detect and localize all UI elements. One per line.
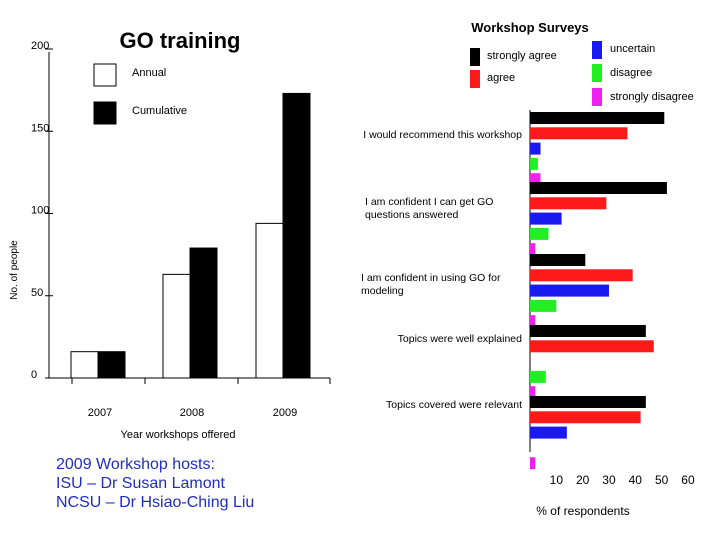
legend-swatch-strongly-disagree [592,88,602,106]
go-training-title: GO training [120,28,241,53]
surveys-x-tick-label-60: 60 [681,473,695,487]
y-tick-label-50: 50 [31,287,43,299]
bar-agree-i-am-confident-i-can-get-go-questions-answered [530,197,607,210]
bar-agree-i-would-recommend-this-workshop [530,127,628,140]
x-tick-label-2008: 2008 [180,407,204,419]
x-tick-label-2007: 2007 [88,407,112,419]
legend-swatch-strongly-agree [470,48,480,66]
bar-strongly-agree-i-would-recommend-this-workshop [530,112,665,124]
bar-strongly-agree-topics-covered-were-relevant [530,396,646,408]
bar-uncertain-i-am-confident-in-using-go-for-modeling [530,284,609,297]
category-label-2-line-2: questions answered [365,209,459,221]
y-tick-label-150: 150 [31,122,49,134]
bar-disagree-topics-were-well-explained [530,370,546,383]
bar-strongly-disagree-topics-were-well-explained [530,386,536,399]
legend-label-disagree: disagree [610,67,652,79]
bar-agree-topics-were-well-explained [530,340,654,353]
category-label-4-line-1: Topics were well explained [398,333,522,345]
bar-strongly-agree-topics-were-well-explained [530,325,646,337]
category-label-5-line-1: Topics covered were relevant [386,399,522,411]
legend-swatch-disagree [592,64,602,82]
surveys-x-tick-label-50: 50 [655,473,669,487]
bar-disagree-i-am-confident-i-can-get-go-questions-answered [530,227,549,240]
bar-disagree-i-would-recommend-this-workshop [530,157,538,170]
workshop-hosts-note: 2009 Workshop hosts: ISU – Dr Susan Lamo… [56,455,356,512]
bar-uncertain-i-am-confident-i-can-get-go-questions-answered [530,212,562,225]
category-label-2-line-1: I am confident I can get GO [365,196,493,208]
category-label-3-line-2: modeling [361,285,404,297]
hosts-line-1: 2009 Workshop hosts: [56,456,215,473]
legend-label-cumulative: Cumulative [132,105,187,117]
surveys-x-tick-label-20: 20 [576,473,590,487]
category-label-3-line-1: I am confident in using GO for [361,272,501,284]
bar-agree-topics-covered-were-relevant [530,411,641,424]
legend-swatch-cumulative [93,101,117,125]
bar-strongly-disagree-i-am-confident-in-using-go-for-modeling [530,315,536,328]
legend-swatch-agree [470,70,480,88]
y-tick-label-100: 100 [31,205,49,217]
legend-label-strongly-disagree: strongly disagree [610,91,694,103]
hosts-line-2: ISU – Dr Susan Lamont [56,475,225,492]
legend-label-strongly-agree: strongly agree [487,50,557,62]
workshop-surveys-title: Workshop Surveys [471,20,589,35]
legend-swatch-annual [93,63,117,87]
bar-annual-2008 [162,273,191,379]
legend-label-annual: Annual [132,67,166,79]
surveys-x-tick-label-40: 40 [629,473,643,487]
y-tick-label-200: 200 [31,40,49,52]
surveys-x-tick-label-30: 30 [602,473,616,487]
bar-strongly-agree-i-am-confident-in-using-go-for-modeling [530,254,586,266]
category-label-1-line-1: I would recommend this workshop [363,129,522,141]
bar-strongly-agree-i-am-confident-i-can-get-go-questions-answered [530,182,667,194]
bar-annual-2009 [255,222,284,379]
legend-swatch-uncertain [592,41,602,59]
bar-strongly-disagree-topics-covered-were-relevant [530,457,536,470]
bar-cumulative-2009 [282,92,311,379]
bar-strongly-disagree-i-am-confident-i-can-get-go-questions-answered [530,243,536,256]
x-tick-label-2009: 2009 [273,407,297,419]
y-tick-label-0: 0 [31,369,37,381]
go-training-xlabel: Year workshops offered [121,429,236,441]
bar-strongly-disagree-i-would-recommend-this-workshop [530,173,541,186]
bar-uncertain-i-would-recommend-this-workshop [530,142,541,155]
bar-agree-i-am-confident-in-using-go-for-modeling [530,269,633,282]
legend-label-agree: agree [487,72,515,84]
bar-cumulative-2008 [189,247,218,379]
bar-cumulative-2007 [97,351,126,379]
surveys-x-tick-label-10: 10 [550,473,564,487]
bar-annual-2007 [70,351,99,379]
bar-uncertain-topics-covered-were-relevant [530,426,567,439]
surveys-xlabel: % of respondents [536,504,629,518]
hosts-line-3: NCSU – Dr Hsiao-Ching Liu [56,494,255,511]
go-training-ylabel: No. of people [9,240,20,300]
legend-label-uncertain: uncertain [610,43,655,55]
bar-disagree-i-am-confident-in-using-go-for-modeling [530,299,557,312]
